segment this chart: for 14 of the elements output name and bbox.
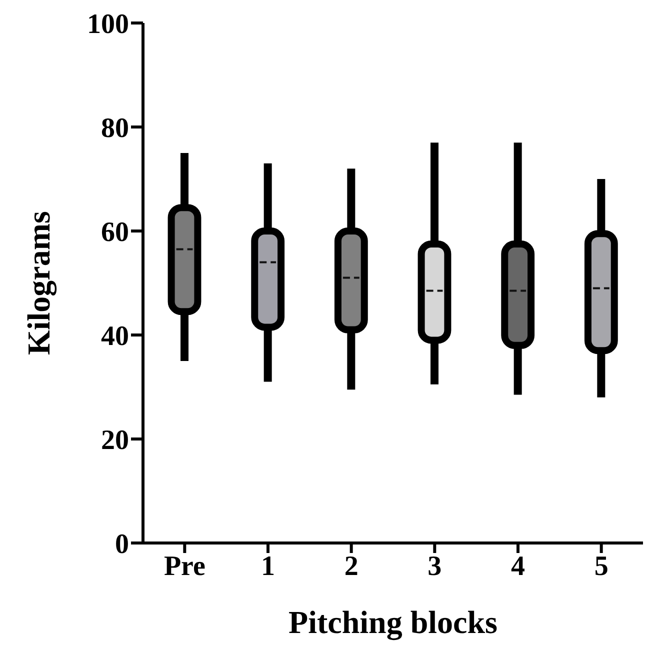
x-tick-label: 2 bbox=[344, 550, 358, 582]
y-tick-label: 40 bbox=[101, 320, 129, 352]
y-tick-label: 0 bbox=[115, 528, 129, 560]
y-tick-label: 100 bbox=[87, 8, 129, 40]
y-tick-label: 80 bbox=[101, 112, 129, 144]
x-tick-label: 1 bbox=[261, 550, 275, 582]
x-tick-label: 3 bbox=[428, 550, 442, 582]
x-tick-label: 5 bbox=[594, 550, 608, 582]
x-axis-title: Pitching blocks bbox=[288, 604, 498, 641]
y-axis-title: Kilograms bbox=[20, 211, 58, 355]
y-tick-label: 60 bbox=[101, 216, 129, 248]
x-tick-label: Pre bbox=[164, 550, 206, 582]
x-tick-label: 4 bbox=[511, 550, 525, 582]
y-tick-label: 20 bbox=[101, 424, 129, 456]
